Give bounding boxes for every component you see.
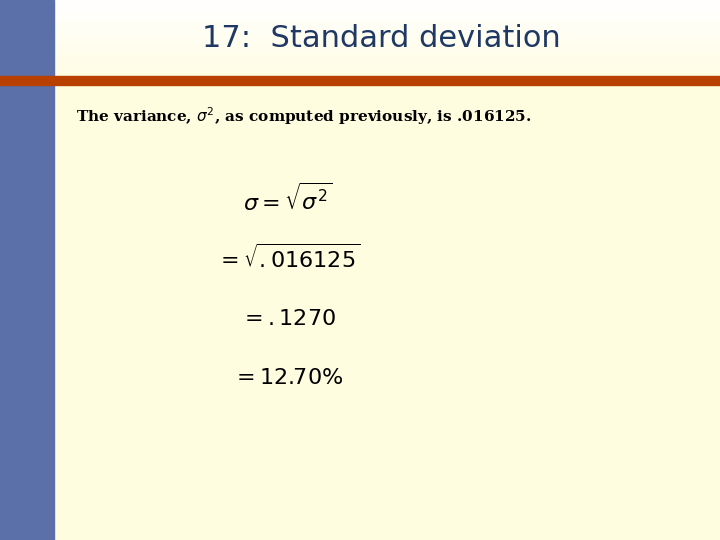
Bar: [0, 0, 54, 540]
Bar: [0, 76, 720, 85]
Text: $= .1270$: $= .1270$: [240, 308, 336, 329]
Text: The variance, $\sigma^2$, as computed previously, is .016125.: The variance, $\sigma^2$, as computed pr…: [76, 105, 531, 127]
Text: $= 12.70\%$: $= 12.70\%$: [233, 367, 343, 389]
Text: $= \sqrt{.016125}$: $= \sqrt{.016125}$: [216, 245, 360, 273]
Text: $\sigma = \sqrt{\sigma^2}$: $\sigma = \sqrt{\sigma^2}$: [243, 184, 333, 216]
Bar: [54, 85, 720, 540]
Text: 17:  Standard deviation: 17: Standard deviation: [202, 24, 561, 52]
